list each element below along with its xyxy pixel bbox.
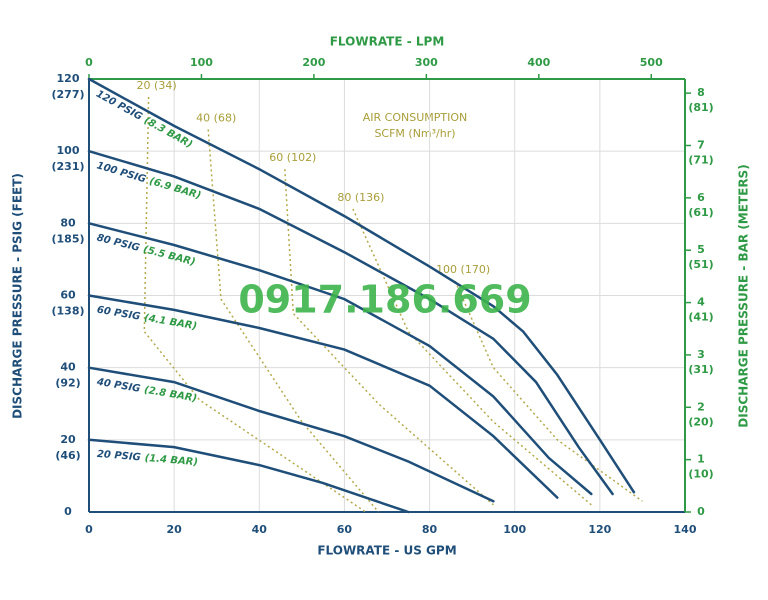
curve-label: 20 PSIG (1.4 BAR) — [96, 449, 198, 468]
y-tick-label: 40 — [60, 361, 76, 374]
y2-tick-label: 1 — [697, 453, 705, 466]
air-curve-label: 20 (34) — [137, 79, 177, 92]
watermark: 0917.186.669 — [238, 278, 531, 322]
y2-tick-meters-label: (31) — [688, 363, 713, 376]
y-tick-feet-label: (231) — [51, 160, 84, 173]
air-curve-label: 40 (68) — [196, 112, 236, 125]
air-curve-label: 80 (136) — [337, 191, 384, 204]
y-tick-label: 80 — [60, 216, 76, 229]
y-tick-label: 100 — [57, 144, 80, 157]
x-tick-label: 0 — [85, 523, 93, 536]
x2-axis-title: FLOWRATE - LPM — [330, 35, 445, 49]
x2-tick-label: 400 — [527, 56, 550, 69]
pressure-curve — [87, 438, 410, 514]
y2-tick-label: 3 — [697, 348, 705, 361]
x2-tick-label: 300 — [415, 56, 438, 69]
x2-tick-label: 200 — [302, 56, 325, 69]
x2-tick-label: 100 — [190, 56, 213, 69]
air-unit: SCFM (Nm³/hr) — [374, 127, 455, 140]
y2-axis-title: DISCHARGE PRESSURE - BAR (METERS) — [737, 164, 751, 427]
y2-tick-label: 2 — [697, 400, 705, 413]
x-axis-title: FLOWRATE - US GPM — [317, 544, 456, 558]
air-consumption-curve — [207, 129, 380, 513]
y2-tick-meters-label: (10) — [688, 468, 713, 481]
y-tick-feet-label: (277) — [51, 88, 84, 101]
pressure-curve — [87, 77, 636, 494]
x-tick-label: 80 — [422, 523, 438, 536]
y-axis-title: DISCHARGE PRESSURE - PSIG (FEET) — [11, 173, 25, 419]
y-tick-label: 60 — [60, 289, 76, 302]
y2-tick-label: 8 — [697, 86, 705, 99]
y-tick-label: 120 — [57, 72, 80, 85]
pressure-curve — [87, 149, 614, 496]
y-tick-label: 0 — [64, 505, 72, 518]
y-tick-label: 20 — [60, 433, 76, 446]
air-consumption-curve — [352, 208, 592, 506]
air-title: AIR CONSUMPTION — [363, 111, 467, 124]
y-tick-feet-label: (92) — [55, 377, 80, 390]
y2-tick-label: 6 — [697, 191, 705, 204]
air-curve-label: 60 (102) — [269, 151, 316, 164]
y2-tick-label: 4 — [697, 296, 705, 309]
x-tick-label: 20 — [166, 523, 182, 536]
y2-tick-label: 0 — [697, 505, 705, 518]
pressure-curve — [87, 222, 593, 496]
x2-tick-label: 500 — [640, 56, 663, 69]
y2-tick-meters-label: (71) — [688, 153, 713, 166]
x-tick-label: 100 — [503, 523, 526, 536]
y-tick-feet-label: (185) — [51, 232, 84, 245]
x-tick-label: 140 — [674, 523, 697, 536]
curve-bar: (1.4 BAR) — [144, 453, 198, 468]
y-tick-feet-label: (138) — [51, 305, 84, 318]
y2-tick-label: 5 — [697, 243, 705, 256]
x2-tick-label: 0 — [85, 56, 93, 69]
y2-tick-meters-label: (51) — [688, 258, 713, 271]
air-curve-label: 100 (170) — [436, 263, 490, 276]
pressure-curve — [87, 294, 559, 499]
y2-tick-meters-label: (41) — [688, 311, 713, 324]
x-tick-label: 40 — [252, 523, 268, 536]
y2-tick-meters-label: (20) — [688, 415, 713, 428]
y2-tick-label: 7 — [697, 138, 705, 151]
curve-psig: 20 PSIG — [96, 449, 141, 464]
y2-tick-meters-label: (81) — [688, 101, 713, 114]
air-consumption-curve — [284, 169, 494, 506]
x-tick-label: 60 — [337, 523, 353, 536]
y-tick-feet-label: (46) — [55, 449, 80, 462]
pressure-curve — [87, 366, 495, 503]
x-tick-label: 120 — [588, 523, 611, 536]
y2-tick-meters-label: (61) — [688, 206, 713, 219]
